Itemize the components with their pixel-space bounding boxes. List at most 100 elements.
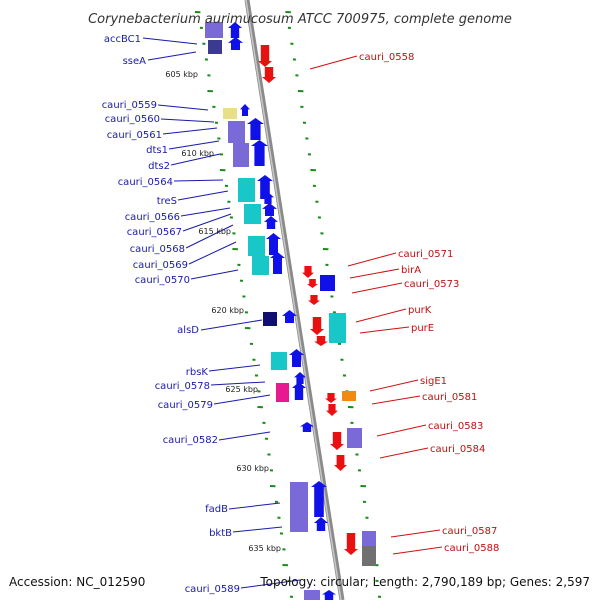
gene-label-cauri-0573[interactable]: cauri_0573 — [404, 279, 459, 290]
gene-label-cauri-0587[interactable]: cauri_0587 — [442, 526, 497, 537]
gene-label-cauri-0583[interactable]: cauri_0583 — [428, 421, 483, 432]
gene-label-cauri-0581[interactable]: cauri_0581 — [422, 392, 477, 403]
forward-cds-arrow — [228, 37, 243, 50]
leader-line — [376, 424, 427, 437]
scale-label: 620 kbp — [211, 306, 244, 315]
gene-label-cauri-0558[interactable]: cauri_0558 — [359, 52, 414, 63]
cog-block — [304, 590, 320, 600]
leader-line — [379, 447, 429, 459]
gene-label-cauri-0579[interactable]: cauri_0579 — [158, 400, 213, 411]
gene-label-cauri-0566[interactable]: cauri_0566 — [125, 212, 180, 223]
map-title: Corynebacterium aurimucosum ATCC 700975,… — [88, 12, 512, 27]
gene-label-rbsK[interactable]: rbsK — [186, 367, 209, 378]
gene-label-purE[interactable]: purE — [411, 323, 434, 334]
gene-label-cauri-0560[interactable]: cauri_0560 — [105, 114, 160, 125]
scale-labels: 605 kbp 610 kbp 615 kbp 620 kbp 625 kbp … — [165, 70, 281, 553]
leader-line — [240, 579, 301, 589]
forward-cds-arrow — [262, 192, 274, 204]
forward-cds-arrow — [270, 252, 285, 274]
reverse-cds-arrow — [314, 336, 328, 346]
leader-line — [177, 190, 229, 201]
cds-block — [320, 275, 335, 291]
forward-cds-arrow — [294, 372, 306, 384]
forward-cds-arrow — [300, 422, 314, 432]
gene-label-sseA[interactable]: sseA — [123, 56, 147, 67]
reverse-cds-arrow — [325, 393, 337, 403]
gene-label-cauri-0584[interactable]: cauri_0584 — [430, 444, 485, 455]
cog-block — [238, 178, 255, 202]
scale-label: 615 kbp — [198, 227, 231, 236]
leader-line — [392, 546, 443, 555]
reverse-cds-arrow — [307, 279, 318, 288]
gene-label-dts2[interactable]: dts2 — [148, 161, 170, 172]
gene-label-cauri-0559[interactable]: cauri_0559 — [102, 100, 157, 111]
leader-line — [390, 529, 441, 538]
reverse-cds-arrow — [310, 317, 324, 335]
gene-label-alsD[interactable]: alsD — [177, 325, 199, 336]
cog-block — [208, 40, 222, 54]
gene-label-cauri-0568[interactable]: cauri_0568 — [130, 244, 185, 255]
gene-label-cauri-0570[interactable]: cauri_0570 — [135, 275, 190, 286]
gene-label-cauri-0561[interactable]: cauri_0561 — [107, 130, 162, 141]
gene-label-purK[interactable]: purK — [408, 305, 432, 316]
gene-label-cauri-0569[interactable]: cauri_0569 — [133, 260, 188, 271]
leader-line — [210, 381, 266, 386]
gene-label-cauri-0589[interactable]: cauri_0589 — [185, 584, 240, 595]
forward-cds-arrow — [322, 590, 336, 600]
gene-label-accBC1[interactable]: accBC1 — [104, 34, 141, 45]
gene-label-birA[interactable]: birA — [401, 265, 421, 276]
gene-label-cauri-0571[interactable]: cauri_0571 — [398, 249, 453, 260]
cog-block — [276, 383, 289, 402]
cog-block — [329, 313, 346, 343]
leader-lines — [142, 37, 443, 589]
leader-line — [142, 37, 198, 45]
leader-line — [170, 153, 221, 166]
gene-label-cauri-0588[interactable]: cauri_0588 — [444, 543, 499, 554]
forward-cds-arrow — [228, 22, 242, 38]
leader-line — [160, 118, 215, 123]
leader-line — [369, 379, 419, 392]
reverse-cds-arrow — [334, 455, 347, 471]
forward-cds-arrow — [240, 104, 250, 116]
forward-cds-arrow — [264, 216, 278, 229]
gene-label-cauri-0564[interactable]: cauri_0564 — [118, 177, 173, 188]
reverse-cds-arrow — [302, 266, 314, 278]
leader-line — [188, 241, 237, 265]
leader-line — [200, 319, 263, 331]
leader-line — [162, 127, 218, 135]
forward-cds-arrow — [311, 481, 327, 517]
leader-line — [157, 104, 209, 111]
leader-line — [182, 213, 232, 232]
gene-label-bktB[interactable]: bktB — [209, 528, 232, 539]
forward-cds-arrow — [292, 382, 306, 400]
gene-label-cauri-0567[interactable]: cauri_0567 — [127, 227, 182, 238]
leader-line — [355, 308, 407, 323]
forward-cds-arrow — [262, 203, 277, 216]
cog-block — [362, 531, 376, 546]
leader-line — [190, 269, 239, 280]
cog-block — [244, 204, 261, 224]
forward-cds-arrow — [251, 140, 268, 166]
leader-line — [185, 224, 234, 249]
gene-label-cauri-0582[interactable]: cauri_0582 — [163, 435, 218, 446]
summary-text: Topology: circular; Length: 2,790,189 bp… — [259, 575, 590, 589]
cog-block — [248, 236, 265, 256]
forward-cds-arrow — [247, 118, 264, 140]
leader-line — [147, 51, 197, 61]
leader-line — [349, 268, 400, 279]
gene-label-fadB[interactable]: fadB — [205, 504, 228, 515]
scale-label: 635 kbp — [248, 544, 281, 553]
leader-line — [228, 502, 281, 510]
gene-label-cauri-0578[interactable]: cauri_0578 — [155, 381, 210, 392]
gene-features — [205, 22, 376, 600]
cog-block — [342, 391, 356, 401]
gene-label-dts1[interactable]: dts1 — [146, 145, 168, 156]
gene-label-treS[interactable]: treS — [157, 196, 177, 207]
genome-backbone — [244, 0, 345, 600]
leader-line — [213, 394, 271, 405]
leader-line — [371, 395, 421, 405]
forward-gene-labels: accBC1 sseA cauri_0559 cauri_0560 cauri_… — [102, 34, 240, 595]
gene-label-sigE1[interactable]: sigE1 — [420, 376, 447, 387]
scale-label: 605 kbp — [165, 70, 198, 79]
